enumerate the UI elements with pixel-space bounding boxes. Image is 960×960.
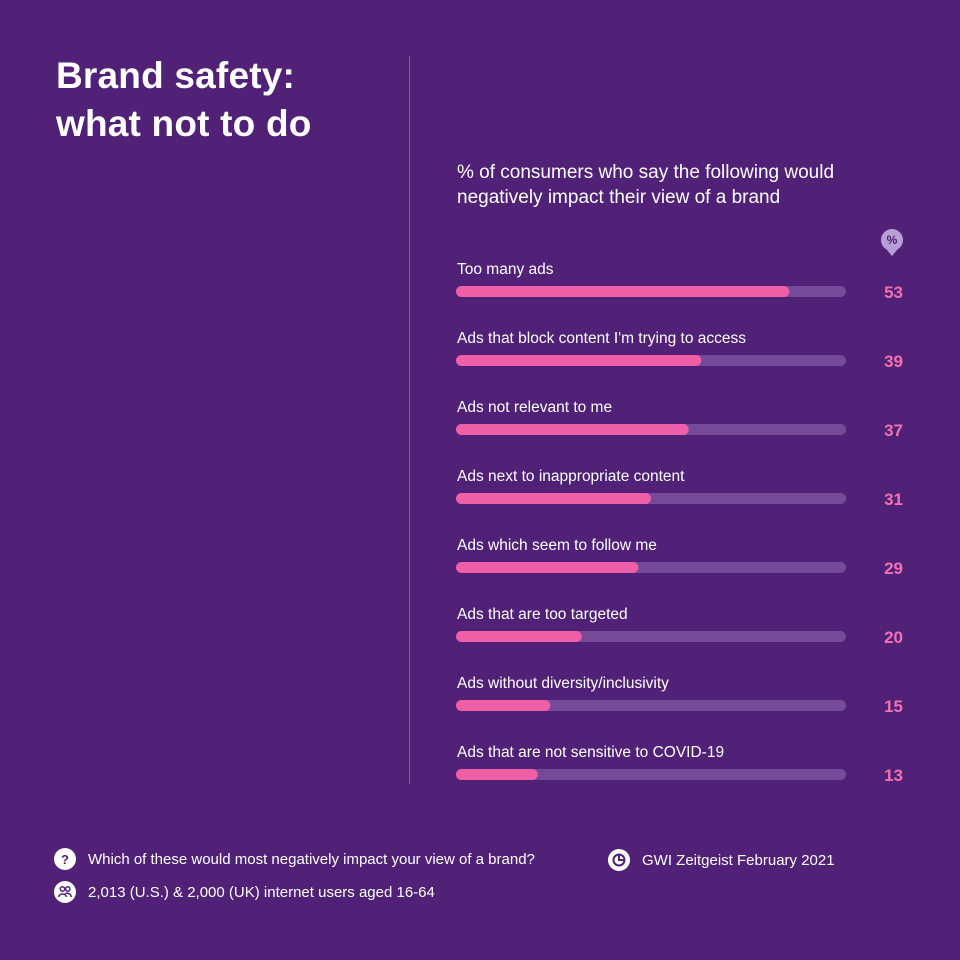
bar-label: Ads that are too targeted: [457, 606, 628, 623]
bar-label: Ads which seem to follow me: [457, 537, 657, 554]
bar: [456, 286, 790, 297]
gwi-logo-icon: [608, 849, 630, 871]
page-title: Brand safety: what not to do: [56, 52, 312, 148]
bar-value-label: 15: [884, 697, 903, 716]
percent-unit-badge: %: [881, 229, 903, 256]
title-line-1: Brand safety:: [56, 55, 296, 96]
bar-value-label: 37: [884, 421, 903, 440]
bar-value-label: 39: [884, 352, 903, 371]
question-icon: ?: [54, 848, 76, 870]
bar: [456, 562, 639, 573]
footer-sample-text: 2,013 (U.S.) & 2,000 (UK) internet users…: [88, 883, 435, 901]
bar-value-label: 53: [884, 283, 903, 302]
bar-label: Too many ads: [457, 261, 554, 278]
bar-label: Ads not relevant to me: [457, 399, 612, 416]
bar-label: Ads that are not sensitive to COVID-19: [457, 744, 724, 761]
vertical-divider: [409, 56, 410, 784]
footer-sample: 2,013 (U.S.) & 2,000 (UK) internet users…: [54, 881, 435, 903]
bar-track: [456, 769, 846, 780]
bar: [456, 769, 538, 780]
bar-label: Ads that block content I'm trying to acc…: [457, 330, 746, 347]
bar-value-label: 13: [884, 766, 903, 785]
bar: [456, 700, 551, 711]
subtitle-line-2: negatively impact their view of a brand: [457, 187, 781, 208]
subtitle-line-1: % of consumers who say the following wou…: [457, 162, 835, 183]
bar: [456, 424, 689, 435]
title-line-2: what not to do: [56, 103, 312, 144]
chart-subtitle: % of consumers who say the following wou…: [457, 160, 917, 210]
footer-source-text: GWI Zeitgeist February 2021: [642, 851, 835, 869]
people-icon: [54, 881, 76, 903]
bar-track: [456, 700, 846, 711]
bar-value-label: 20: [884, 628, 903, 647]
bar-chart: Too many ads 53 Ads that block content I'm…: [456, 261, 903, 785]
bar: [456, 355, 702, 366]
bar: [456, 493, 651, 504]
bar-label: Ads without diversity/inclusivity: [457, 675, 669, 692]
bar: [456, 631, 582, 642]
bar-label: Ads next to inappropriate content: [457, 468, 685, 485]
footer-question-text: Which of these would most negatively imp…: [88, 850, 535, 868]
bar-value-label: 29: [884, 559, 903, 578]
footer-source: GWI Zeitgeist February 2021: [608, 849, 835, 871]
bar-value-label: 31: [884, 490, 903, 509]
footer-question: ? Which of these would most negatively i…: [54, 848, 535, 870]
